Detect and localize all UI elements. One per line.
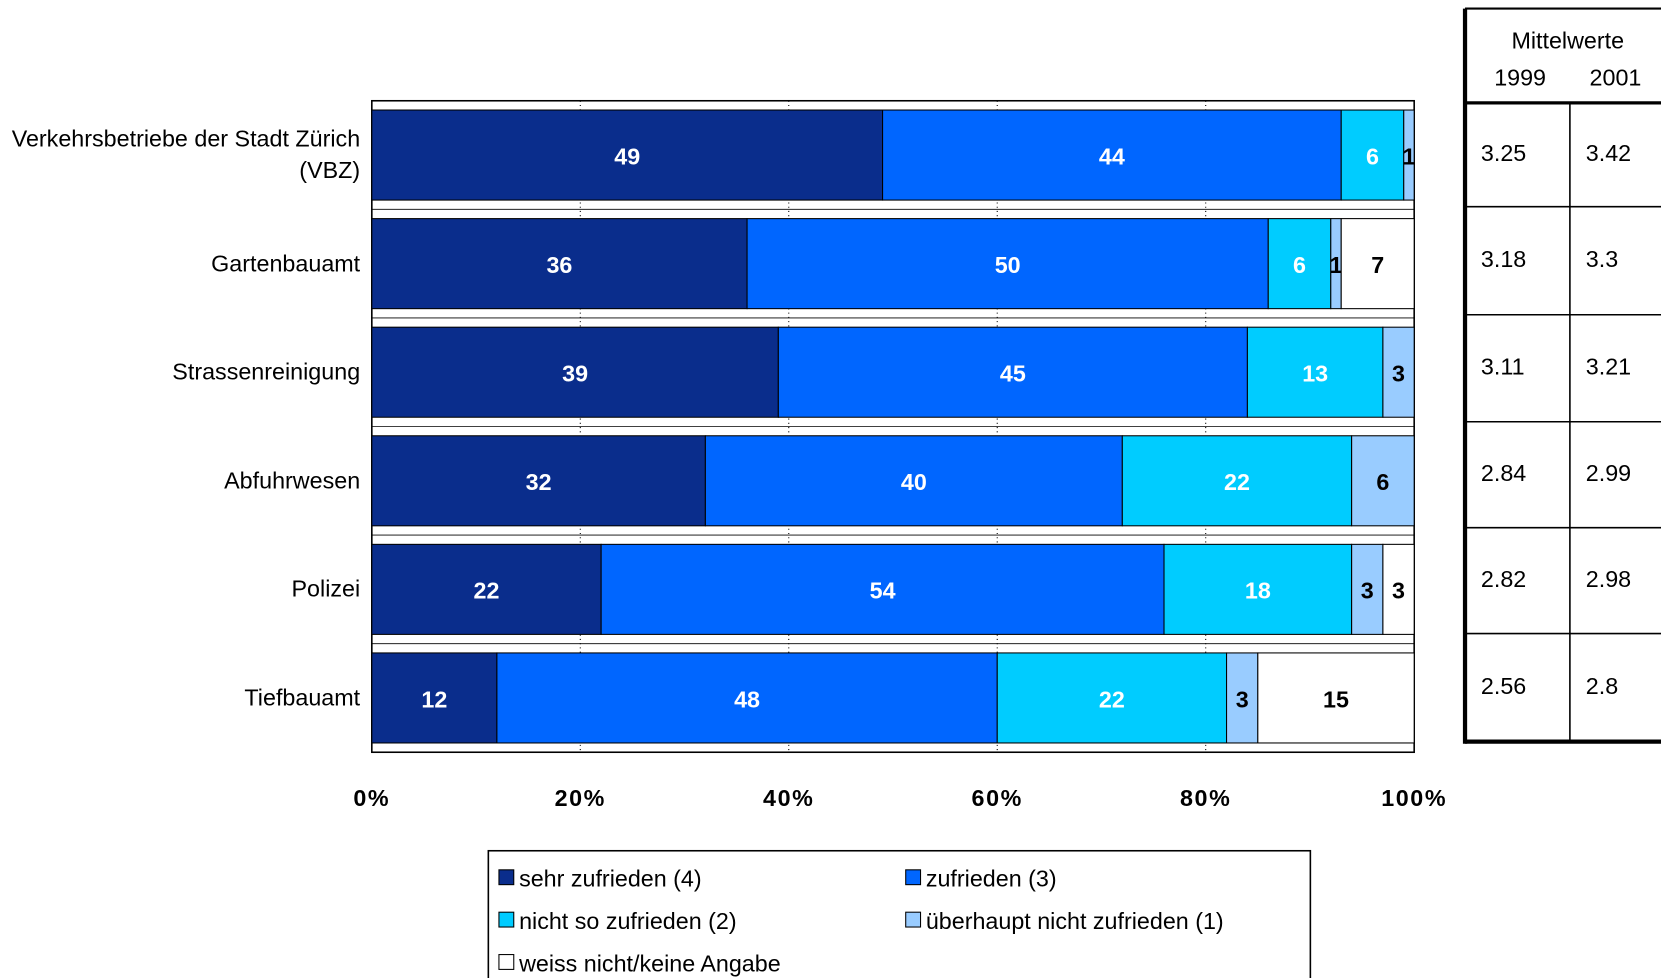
legend-swatch — [905, 869, 922, 886]
y-tick-label: Strassenreinigung — [172, 358, 361, 385]
bar-segment — [1340, 109, 1405, 201]
data-label: 3 — [1361, 578, 1374, 604]
bar-segment — [371, 326, 779, 418]
data-label: 22 — [1224, 469, 1250, 495]
bar-segment — [1340, 218, 1415, 310]
y-tick-label: Gartenbauamt — [211, 249, 361, 277]
legend-label: sehr zufrieden (4) — [519, 866, 702, 892]
data-label: 22 — [1099, 686, 1125, 712]
table-cell: 3.18 — [1481, 246, 1526, 272]
category-label-box: Abfuhrwesen — [224, 467, 361, 494]
bar-segment — [1246, 326, 1384, 418]
y-tick-label: Polizei — [291, 575, 361, 603]
x-tick-label: 40% — [763, 785, 814, 811]
bar-segment — [777, 326, 1248, 418]
bar-segment — [1351, 543, 1384, 635]
x-tick-label: 0% — [353, 785, 390, 811]
legend-swatch — [498, 954, 515, 970]
data-label: 6 — [1376, 469, 1389, 495]
table-title: Mittelwerte — [1511, 28, 1624, 54]
data-label: 3 — [1392, 361, 1405, 387]
bar-segment — [371, 435, 706, 527]
y-tick-label: Tiefbauamt — [244, 684, 361, 711]
data-label: 18 — [1245, 578, 1271, 604]
table-column: 2001 — [1590, 65, 1642, 91]
data-label: 54 — [870, 578, 896, 604]
data-label: 15 — [1323, 686, 1349, 712]
category-label-box: Gartenbauamt — [211, 249, 361, 277]
data-label: 50 — [995, 252, 1021, 278]
legend-swatch — [498, 911, 515, 928]
x-tick-label: 80% — [1180, 785, 1231, 811]
table-column: 1999 — [1494, 65, 1546, 91]
table-cell: 3.11 — [1481, 353, 1525, 379]
bar-segment — [1121, 435, 1353, 527]
table-cell: 2.8 — [1586, 673, 1618, 699]
x-tick-label: 100% — [1381, 785, 1447, 811]
bar-segment — [1403, 109, 1415, 201]
x-tick-label: 20% — [555, 785, 606, 811]
bar-segment — [1351, 435, 1415, 527]
bar-segment — [996, 652, 1228, 744]
data-label: 40 — [901, 469, 927, 495]
data-label: 6 — [1293, 252, 1306, 278]
category-label-box: Strassenreinigung — [172, 358, 361, 385]
bar-segment — [882, 109, 1342, 201]
category-label-box: Tiefbauamt — [244, 684, 361, 711]
table-cell: 2.99 — [1586, 460, 1631, 486]
table-cell: 2.56 — [1481, 673, 1526, 699]
legend-label: weiss nicht/keine Angabe — [518, 950, 781, 976]
table-cell: 3.21 — [1586, 353, 1631, 379]
category-label-box: Verkehrsbetriebe der Stadt Zürich (VBZ) — [11, 125, 361, 184]
data-label: 6 — [1366, 143, 1379, 169]
data-label: 3 — [1392, 578, 1405, 604]
legend-label: zufrieden (3) — [926, 866, 1057, 892]
data-label: 36 — [546, 252, 572, 278]
bar-segment — [1382, 326, 1415, 418]
data-label: 1 — [1402, 143, 1415, 169]
bar-segment — [1267, 218, 1332, 310]
table-cell: 3.42 — [1586, 140, 1631, 166]
data-label: 7 — [1371, 252, 1384, 278]
category-label-box: Polizei — [291, 575, 361, 603]
bar-segment — [371, 109, 884, 201]
legend-label: nicht so zufrieden (2) — [519, 908, 737, 934]
bar-segment — [371, 218, 748, 310]
data-label: 39 — [562, 361, 588, 387]
y-tick-label: Verkehrsbetriebe der Stadt Zürich (VBZ) — [11, 125, 361, 184]
legend-swatch — [498, 869, 515, 886]
table-cell: 3.3 — [1586, 246, 1618, 272]
data-label: 45 — [1000, 361, 1026, 387]
data-label: 12 — [421, 686, 447, 712]
bar-segment — [704, 435, 1123, 527]
data-label: 32 — [526, 469, 552, 495]
table-cell: 2.98 — [1586, 566, 1631, 592]
legend-swatch — [905, 911, 922, 928]
bar-segment — [1226, 652, 1259, 744]
data-label: 49 — [614, 143, 640, 169]
table-cell: 3.25 — [1481, 140, 1526, 166]
bar-segment — [1257, 652, 1415, 744]
bar-segment — [371, 543, 602, 635]
legend-box — [487, 849, 1312, 978]
bar-segment — [746, 218, 1269, 310]
data-label: 1 — [1330, 252, 1343, 278]
data-label: 48 — [734, 686, 760, 712]
data-label: 22 — [474, 578, 500, 604]
bar-segment — [1163, 543, 1353, 635]
data-label: 3 — [1236, 686, 1249, 712]
table-cell: 2.82 — [1481, 566, 1526, 592]
data-label: 13 — [1302, 361, 1328, 387]
bar-segment — [496, 652, 998, 744]
bar-segment — [371, 652, 498, 744]
legend-label: überhaupt nicht zufrieden (1) — [926, 908, 1224, 934]
data-label: 44 — [1099, 143, 1125, 169]
x-tick-label: 60% — [972, 785, 1023, 811]
bar-segment — [1382, 543, 1415, 635]
table-cell: 2.84 — [1481, 460, 1526, 486]
y-tick-label: Abfuhrwesen — [224, 467, 361, 494]
